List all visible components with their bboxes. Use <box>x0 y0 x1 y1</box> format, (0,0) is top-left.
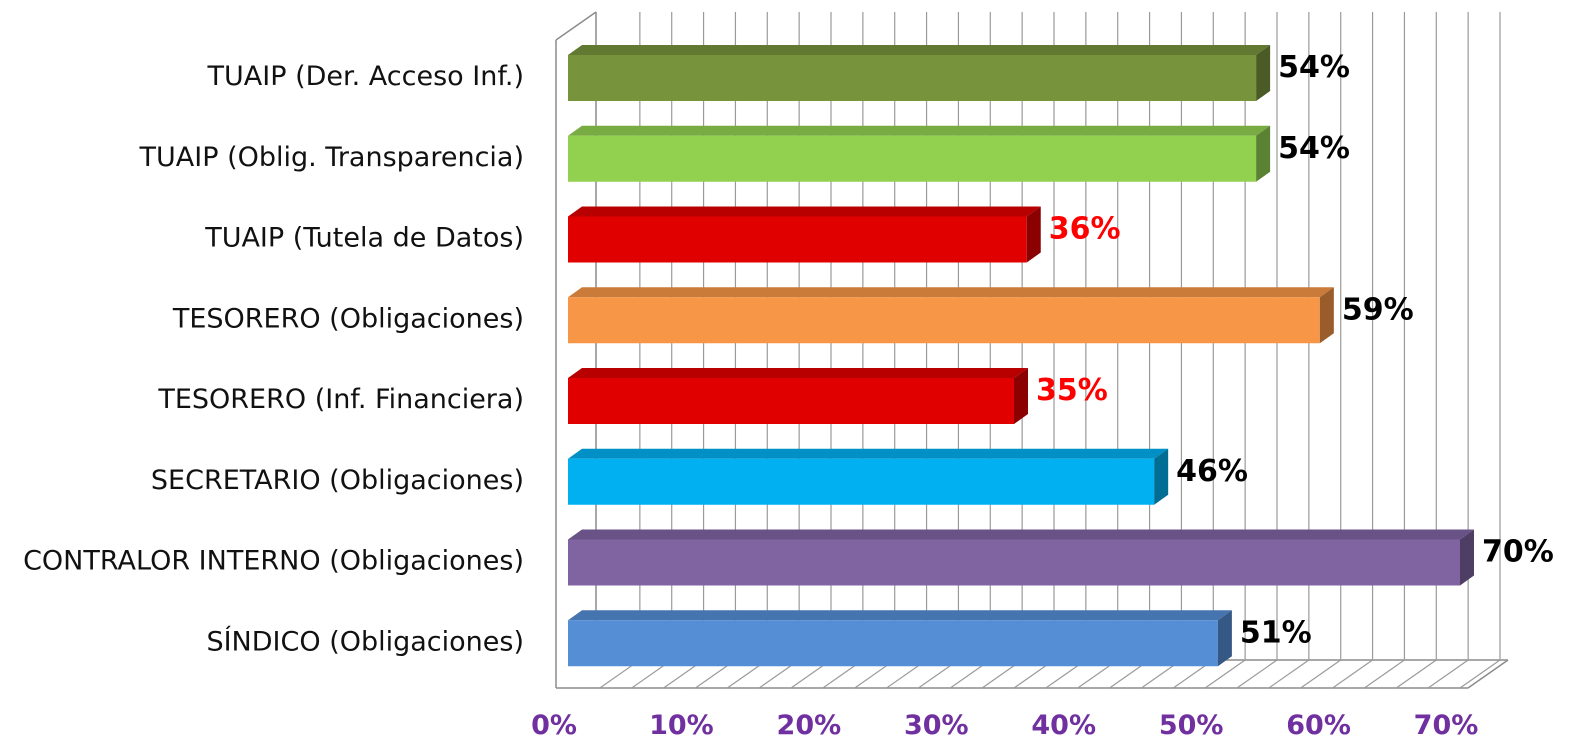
floor-gridline <box>1427 659 1469 689</box>
category-label: TESORERO (Inf. Financiera) <box>157 384 524 415</box>
data-label: 70% <box>1482 535 1554 570</box>
floor-gridline <box>1236 659 1278 689</box>
x-axis-ticks: 0% 10% 20% 30% 40% 50% 60% 70% <box>531 710 1478 741</box>
category-label: TUAIP (Tutela de Datos) <box>204 223 524 254</box>
bar-top-face <box>568 287 1334 298</box>
floor-gridline <box>1268 659 1310 689</box>
bar <box>568 125 1271 182</box>
bar-side-face <box>1319 287 1334 344</box>
category-label: TUAIP (Oblig. Transparencia) <box>139 142 524 173</box>
bar <box>568 610 1232 667</box>
category-label: CONTRALOR INTERNO (Obligaciones) <box>23 546 524 577</box>
side-wall-top-edge <box>555 11 597 41</box>
floor-gridline <box>1364 659 1405 689</box>
bar <box>568 45 1271 101</box>
bar-top-face <box>568 368 1028 378</box>
data-label: 54% <box>1278 131 1350 166</box>
x-tick-label: 20% <box>777 710 842 741</box>
x-tick-label: 40% <box>1031 710 1096 741</box>
x-tick-label: 50% <box>1159 710 1224 741</box>
bar-front-face <box>568 378 1014 424</box>
floor-right-edge <box>1467 659 1509 689</box>
floor-gridline <box>1459 659 1501 689</box>
floor-gridline <box>1204 659 1246 689</box>
x-tick-label: 60% <box>1286 710 1351 741</box>
bar-top-face <box>568 206 1041 217</box>
floor-gridline <box>1300 659 1342 689</box>
floor-gridline <box>1332 659 1373 689</box>
data-label: 36% <box>1049 212 1121 247</box>
bar-side-face <box>1256 45 1271 101</box>
bar-top-face <box>568 45 1271 55</box>
bar-side-face <box>1217 610 1232 667</box>
bar <box>568 206 1041 263</box>
bar <box>568 448 1169 505</box>
x-tick-label: 70% <box>1414 710 1479 741</box>
bar-top-face <box>568 529 1474 540</box>
bars <box>568 45 1474 667</box>
bar-front-face <box>568 458 1155 505</box>
bar-side-face <box>1014 368 1028 424</box>
bar <box>568 529 1474 586</box>
bar-top-face <box>568 610 1232 621</box>
category-label: TESORERO (Obligaciones) <box>172 303 524 334</box>
bar-front-face <box>568 539 1460 586</box>
bar-front-face <box>568 216 1027 263</box>
floor-gridline <box>1395 659 1437 689</box>
bar-front-face <box>568 297 1320 344</box>
x-tick-label: 10% <box>649 710 714 741</box>
data-label: 46% <box>1176 454 1248 489</box>
category-label: SECRETARIO (Obligaciones) <box>151 465 524 496</box>
bar <box>568 368 1028 424</box>
data-label: 54% <box>1278 50 1350 85</box>
bar-front-face <box>568 135 1257 182</box>
category-labels: TUAIP (Der. Acceso Inf.) TUAIP (Oblig. Tr… <box>23 61 524 657</box>
bar-top-face <box>568 448 1169 459</box>
bar-side-face <box>1026 206 1041 263</box>
bar-side-face <box>1154 448 1169 505</box>
data-label: 59% <box>1342 292 1414 327</box>
gridlines <box>555 11 1509 689</box>
data-label: 51% <box>1240 615 1312 650</box>
bar-top-face <box>568 125 1271 136</box>
bar-front-face <box>568 55 1257 101</box>
data-label: 35% <box>1036 373 1108 408</box>
bar-side-face <box>1256 125 1271 182</box>
bar-front-face <box>568 620 1218 667</box>
x-tick-label: 0% <box>531 710 577 741</box>
category-label: SÍNDICO (Obligaciones) <box>206 625 524 657</box>
x-tick-label: 30% <box>904 710 969 741</box>
bar <box>568 287 1334 344</box>
data-labels: 54% 54% 36% 59% 35% 46% 70% 51% <box>1036 50 1554 650</box>
category-label: TUAIP (Der. Acceso Inf.) <box>207 61 524 92</box>
bar-side-face <box>1460 529 1474 586</box>
